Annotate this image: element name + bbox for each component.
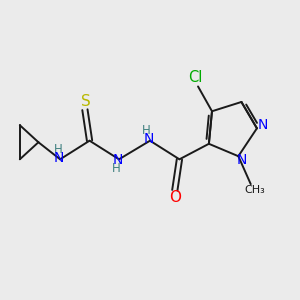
Text: N: N [53,151,64,165]
Text: H: H [142,124,151,137]
Text: Cl: Cl [188,70,203,85]
Text: N: N [143,132,154,146]
Text: H: H [54,143,63,156]
Text: N: N [257,118,268,132]
Text: N: N [112,153,123,167]
Text: O: O [169,190,181,205]
Text: CH₃: CH₃ [244,185,265,195]
Text: N: N [236,153,247,167]
Text: S: S [81,94,90,109]
Text: H: H [112,162,120,175]
